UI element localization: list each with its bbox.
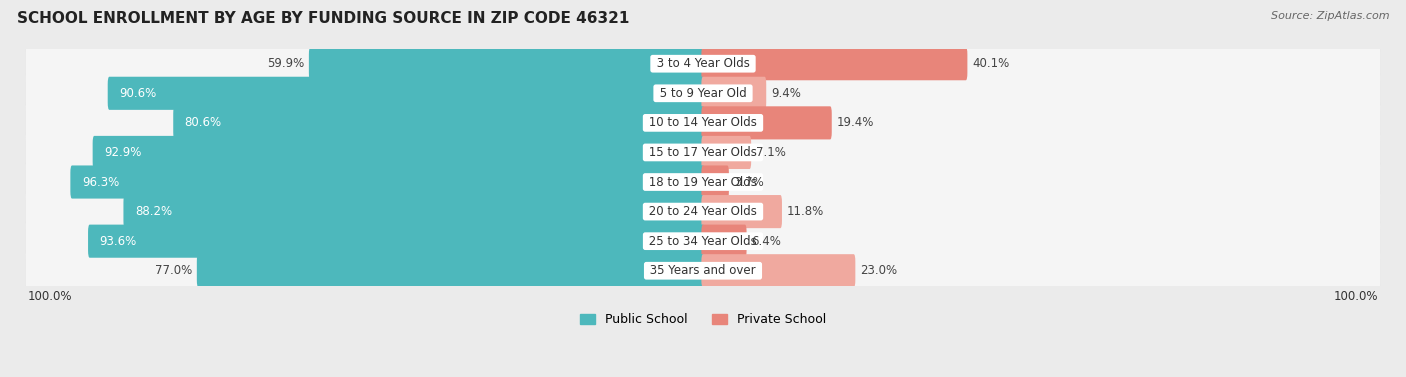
FancyBboxPatch shape — [702, 136, 751, 169]
Text: Source: ZipAtlas.com: Source: ZipAtlas.com — [1271, 11, 1389, 21]
FancyBboxPatch shape — [89, 225, 704, 258]
Text: 19.4%: 19.4% — [837, 116, 875, 129]
Text: 96.3%: 96.3% — [82, 176, 120, 188]
FancyBboxPatch shape — [25, 218, 1381, 265]
FancyBboxPatch shape — [197, 254, 704, 287]
FancyBboxPatch shape — [702, 106, 832, 139]
Text: 88.2%: 88.2% — [135, 205, 172, 218]
FancyBboxPatch shape — [25, 188, 1381, 235]
Text: 15 to 17 Year Olds: 15 to 17 Year Olds — [645, 146, 761, 159]
FancyBboxPatch shape — [108, 77, 704, 110]
Text: 40.1%: 40.1% — [973, 57, 1010, 70]
FancyBboxPatch shape — [25, 128, 1381, 176]
Text: 5 to 9 Year Old: 5 to 9 Year Old — [655, 87, 751, 100]
FancyBboxPatch shape — [25, 217, 1381, 265]
Text: 35 Years and over: 35 Years and over — [647, 264, 759, 277]
FancyBboxPatch shape — [173, 106, 704, 139]
Legend: Public School, Private School: Public School, Private School — [575, 308, 831, 331]
FancyBboxPatch shape — [25, 129, 1381, 176]
Text: 100.0%: 100.0% — [1333, 290, 1378, 303]
FancyBboxPatch shape — [25, 69, 1381, 116]
Text: 80.6%: 80.6% — [184, 116, 222, 129]
FancyBboxPatch shape — [70, 166, 704, 199]
Text: 6.4%: 6.4% — [751, 234, 782, 248]
Text: SCHOOL ENROLLMENT BY AGE BY FUNDING SOURCE IN ZIP CODE 46321: SCHOOL ENROLLMENT BY AGE BY FUNDING SOUR… — [17, 11, 630, 26]
FancyBboxPatch shape — [25, 39, 1381, 87]
FancyBboxPatch shape — [25, 159, 1381, 205]
FancyBboxPatch shape — [702, 254, 855, 287]
FancyBboxPatch shape — [25, 158, 1381, 205]
Text: 10 to 14 Year Olds: 10 to 14 Year Olds — [645, 116, 761, 129]
FancyBboxPatch shape — [25, 187, 1381, 235]
Text: 25 to 34 Year Olds: 25 to 34 Year Olds — [645, 234, 761, 248]
FancyBboxPatch shape — [124, 195, 704, 228]
Text: 90.6%: 90.6% — [120, 87, 156, 100]
FancyBboxPatch shape — [25, 247, 1381, 294]
FancyBboxPatch shape — [25, 40, 1381, 87]
Text: 77.0%: 77.0% — [155, 264, 191, 277]
FancyBboxPatch shape — [702, 77, 766, 110]
FancyBboxPatch shape — [702, 47, 967, 80]
FancyBboxPatch shape — [702, 166, 728, 199]
FancyBboxPatch shape — [25, 100, 1381, 146]
Text: 100.0%: 100.0% — [28, 290, 73, 303]
Text: 7.1%: 7.1% — [756, 146, 786, 159]
FancyBboxPatch shape — [25, 98, 1381, 146]
FancyBboxPatch shape — [702, 195, 782, 228]
Text: 23.0%: 23.0% — [860, 264, 897, 277]
Text: 92.9%: 92.9% — [104, 146, 142, 159]
FancyBboxPatch shape — [25, 246, 1381, 294]
Text: 9.4%: 9.4% — [770, 87, 801, 100]
FancyBboxPatch shape — [93, 136, 704, 169]
Text: 3 to 4 Year Olds: 3 to 4 Year Olds — [652, 57, 754, 70]
FancyBboxPatch shape — [702, 225, 747, 258]
FancyBboxPatch shape — [309, 47, 704, 80]
Text: 11.8%: 11.8% — [787, 205, 824, 218]
Text: 20 to 24 Year Olds: 20 to 24 Year Olds — [645, 205, 761, 218]
Text: 59.9%: 59.9% — [267, 57, 304, 70]
Text: 18 to 19 Year Olds: 18 to 19 Year Olds — [645, 176, 761, 188]
Text: 93.6%: 93.6% — [100, 234, 136, 248]
FancyBboxPatch shape — [25, 70, 1381, 116]
Text: 3.7%: 3.7% — [734, 176, 763, 188]
